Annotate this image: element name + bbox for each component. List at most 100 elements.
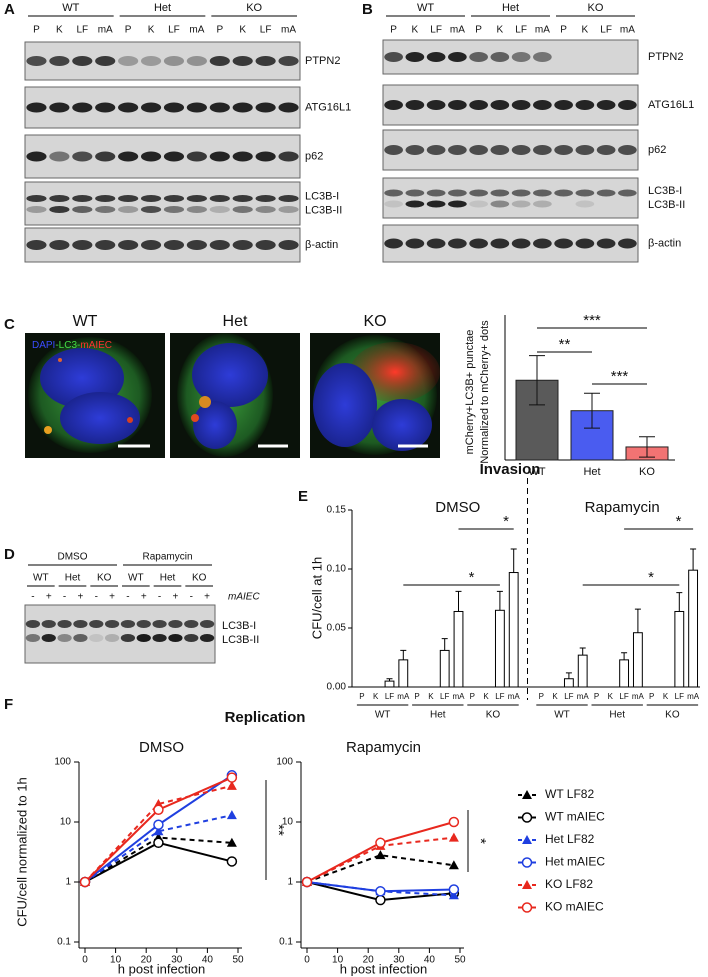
protein-label: β-actin: [648, 237, 681, 249]
band: [618, 100, 637, 110]
band: [168, 620, 183, 628]
band: [232, 151, 253, 162]
marker: [375, 837, 386, 849]
band: [384, 238, 403, 249]
error-bar: [565, 672, 572, 679]
band: [49, 240, 70, 250]
sign-label: +: [141, 592, 147, 603]
panel-label: B: [362, 1, 373, 18]
band: [490, 189, 510, 197]
blot-strip: [24, 134, 301, 179]
band: [278, 195, 299, 202]
bar: [439, 649, 450, 688]
image-title: WT: [73, 313, 98, 330]
marker: [448, 816, 460, 828]
band: [469, 100, 488, 110]
band: [152, 634, 167, 642]
significance: ***: [583, 312, 601, 329]
lane-label: LF: [600, 25, 612, 36]
band: [95, 102, 116, 113]
marker: [448, 832, 459, 842]
band: [152, 620, 167, 628]
band: [118, 206, 139, 213]
band: [618, 238, 637, 249]
band: [426, 200, 446, 208]
group-label: WT: [554, 710, 570, 721]
series-line: [306, 854, 455, 883]
group-label: KO: [665, 710, 680, 721]
x-axis-label: h post infection: [118, 961, 205, 976]
band: [511, 100, 531, 110]
bar: [632, 632, 643, 688]
band: [72, 56, 93, 66]
group-label: WT: [417, 2, 434, 14]
band: [209, 151, 230, 162]
image-title: Het: [223, 313, 248, 330]
x-tick-label: mA: [687, 692, 700, 701]
band: [448, 189, 467, 197]
treatment-label: DMSO: [58, 552, 88, 563]
blot-strip: [382, 84, 639, 126]
band: [469, 189, 488, 197]
band: [575, 100, 595, 110]
stain-label: DAPI-LC3-mAIEC: [32, 340, 112, 351]
legend-label: WT mAIEC: [545, 810, 605, 824]
legend-marker: [522, 790, 532, 799]
x-tick-label: mA: [453, 692, 466, 701]
genotype-label: WT: [33, 573, 49, 584]
panel-label: F: [4, 696, 13, 713]
band: [57, 634, 72, 642]
band: [163, 206, 185, 213]
panel-label: A: [4, 1, 15, 18]
protein-label: PTPN2: [648, 51, 683, 63]
band: [209, 240, 230, 250]
band: [118, 240, 139, 250]
marker: [301, 876, 313, 888]
y-axis-label: CFU/cell normalized to 1h: [14, 777, 29, 927]
band: [533, 145, 552, 155]
y-axis-label: Normalized to mCherry+ dots: [479, 320, 491, 464]
x-tick-label: P: [594, 692, 599, 701]
image-title: KO: [363, 313, 386, 330]
legend-label: Het mAIEC: [545, 855, 605, 869]
significance: *: [676, 513, 682, 530]
error-bar: [621, 652, 628, 660]
band: [104, 634, 120, 642]
blot-strip: [382, 39, 639, 75]
sign-label: -: [190, 592, 193, 603]
lane-label: LF: [430, 25, 442, 36]
error-bar: [510, 548, 517, 573]
band: [209, 195, 230, 202]
group-label: Het: [502, 2, 519, 14]
chart-title: Rapamycin: [346, 739, 421, 756]
y-tick-label: 0.05: [327, 623, 347, 634]
legend-marker: [522, 880, 532, 889]
band: [618, 145, 637, 155]
band: [118, 56, 139, 66]
band: [140, 206, 162, 213]
band: [104, 620, 120, 628]
band: [596, 100, 616, 110]
legend-marker: [521, 857, 533, 868]
lane-label: K: [582, 25, 589, 36]
x-tick-label: LF: [619, 692, 628, 701]
band: [448, 200, 467, 208]
error-bar: [639, 436, 655, 458]
marker: [375, 850, 386, 860]
band: [25, 634, 41, 642]
x-tick-label: LF: [564, 692, 573, 701]
lane-label: mA: [98, 25, 113, 36]
legend-label: KO LF82: [545, 877, 593, 891]
lane-label: mA: [281, 25, 296, 36]
x-tick-label: K: [663, 692, 669, 701]
band: [384, 200, 403, 208]
protein-label: p62: [305, 150, 323, 162]
band: [575, 189, 595, 197]
protein-label: β-actin: [305, 239, 338, 251]
group-label: Het: [609, 710, 625, 721]
band: [575, 238, 595, 249]
x-tick-label: 50: [454, 955, 466, 966]
lane-label: P: [125, 25, 132, 36]
band: [232, 102, 253, 113]
band: [490, 238, 510, 249]
